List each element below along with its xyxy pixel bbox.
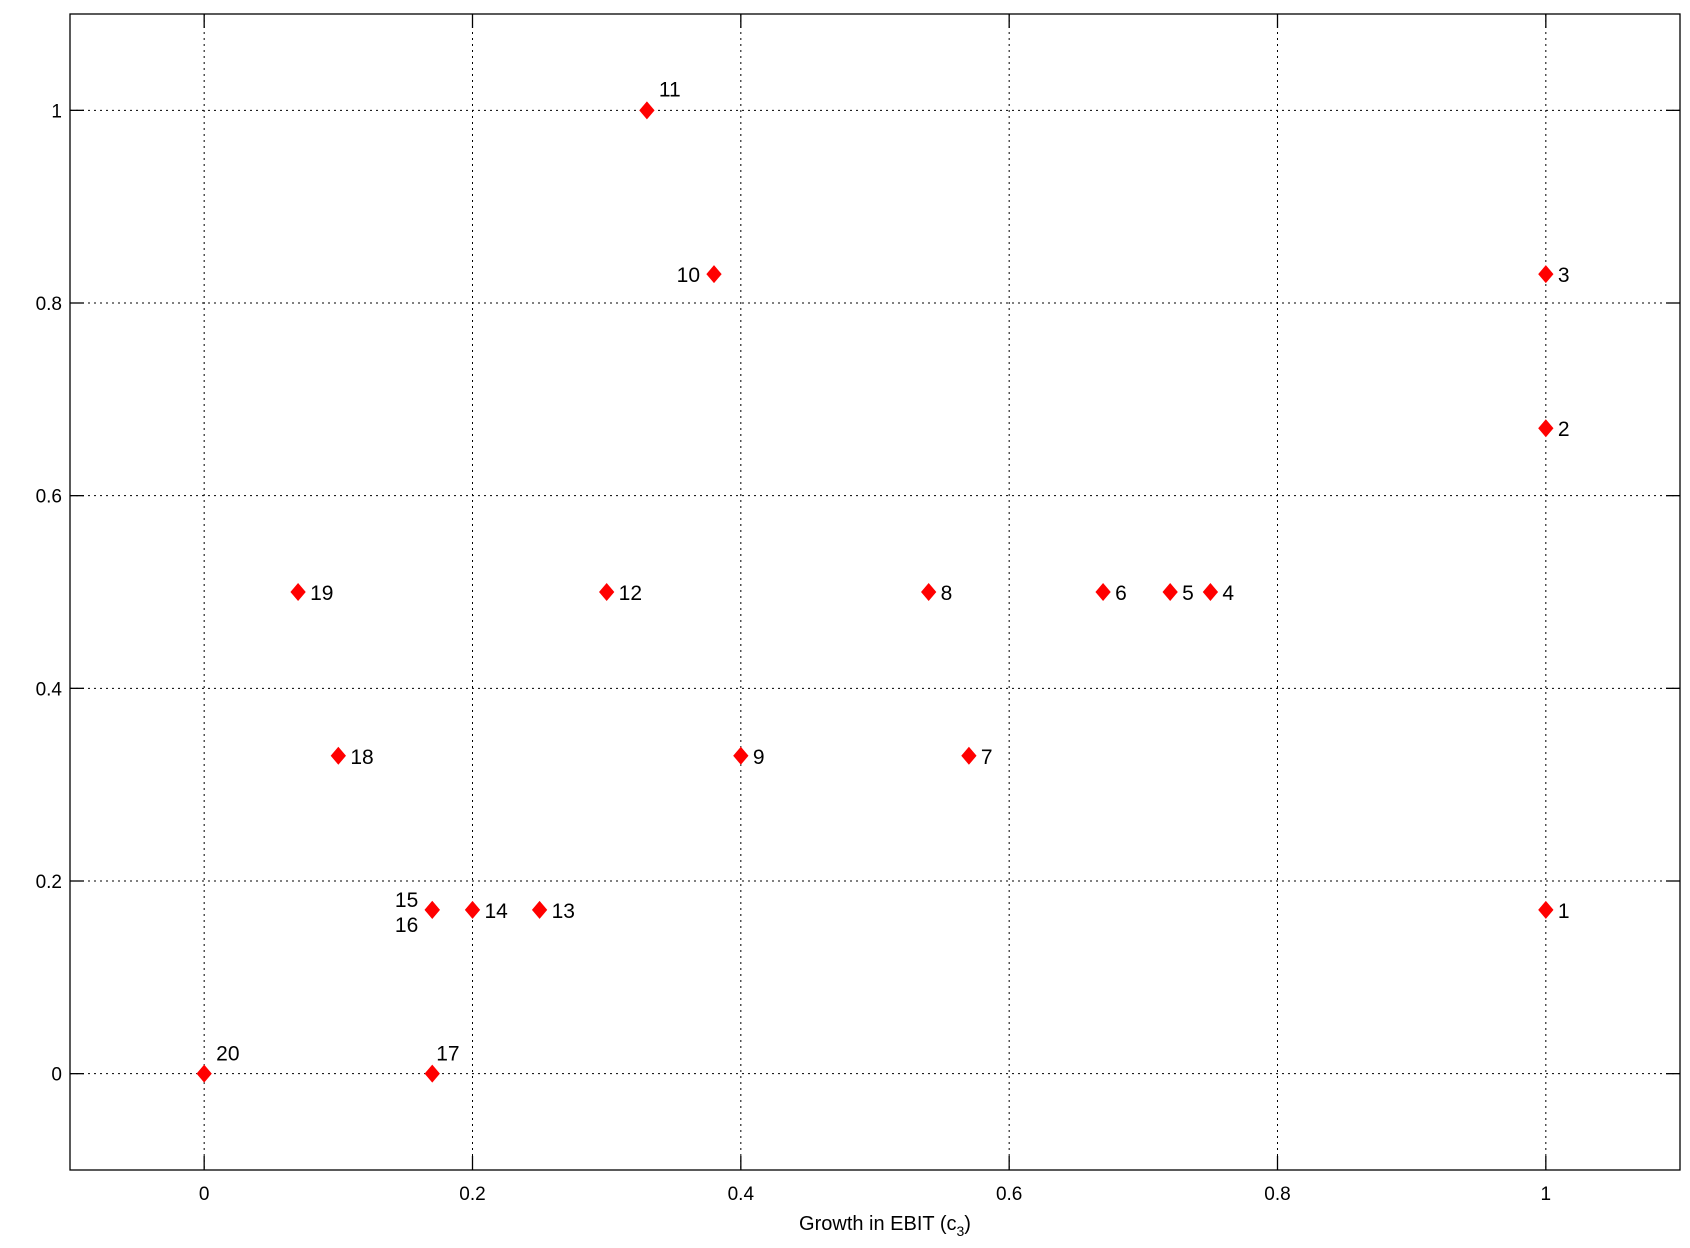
y-tick-label: 1 [51, 101, 62, 122]
data-point-label: 1 [1558, 900, 1570, 923]
data-point-marker [1095, 583, 1111, 601]
data-point-label: 9 [753, 746, 765, 769]
data-point-marker [961, 746, 977, 765]
data-point-label: 14 [485, 900, 509, 923]
data-point-label: 12 [619, 582, 642, 605]
data-point-label: 10 [677, 264, 700, 287]
data-point-marker [290, 583, 306, 601]
y-tick-label: 0.6 [36, 487, 62, 508]
data-point-marker [599, 583, 615, 601]
data-point-label: 3 [1558, 264, 1570, 287]
data-point-label: 8 [941, 582, 953, 605]
data-point-label: 5 [1182, 582, 1194, 605]
data-point-label: 15 [395, 889, 418, 912]
x-tick-label: 0.4 [728, 1184, 755, 1205]
data-point-label: 19 [310, 582, 333, 605]
data-point-marker [424, 900, 440, 919]
y-tick-label: 0.2 [36, 872, 62, 893]
y-tick-label: 0 [51, 1065, 62, 1086]
data-point-label: 7 [981, 746, 993, 769]
data-point-label: 18 [350, 746, 373, 769]
data-point-marker [733, 746, 749, 765]
data-point-marker [706, 265, 722, 284]
x-axis-title-subscript: 3 [956, 1223, 964, 1239]
data-point-label: 20 [216, 1043, 239, 1066]
data-point-marker [1538, 265, 1554, 284]
data-point-label: 13 [552, 900, 575, 923]
data-point-marker [1162, 583, 1178, 601]
x-axis-title-close: ) [964, 1213, 971, 1235]
ticks-layer: 0 0.2 0.4 0.6 0.8 100.20.40.60.81 [36, 14, 1680, 1205]
data-point-marker [1538, 419, 1554, 438]
y-tick-label: 0.4 [36, 679, 63, 700]
data-point-label: 11 [659, 78, 681, 101]
grid-layer [70, 14, 1680, 1170]
data-point-marker [464, 900, 481, 919]
data-point-marker [531, 900, 548, 919]
x-tick-label: 0.2 [459, 1184, 485, 1205]
x-tick-label: 0 [199, 1184, 210, 1205]
x-axis-title: Growth in EBIT (c3) [799, 1213, 971, 1239]
plot-frame [69, 13, 1681, 1171]
data-point-marker [1538, 900, 1554, 919]
data-point-marker [921, 583, 937, 601]
data-point-label: 16 [395, 914, 418, 937]
x-tick-label: 0.6 [996, 1184, 1022, 1205]
data-point-marker [1202, 583, 1219, 601]
data-point-marker [424, 1064, 440, 1083]
data-point-label: 2 [1558, 418, 1570, 441]
data-point-label: 6 [1115, 582, 1127, 605]
x-tick-label: 0.8 [1264, 1184, 1290, 1205]
data-point-marker [639, 101, 655, 120]
data-point-label: 4 [1222, 582, 1234, 605]
y-tick-label: 0.8 [36, 294, 62, 315]
x-tick-label: 1 [1541, 1184, 1552, 1205]
data-point-marker [196, 1064, 212, 1083]
data-point-label: 17 [436, 1043, 459, 1066]
data-point-marker [330, 746, 346, 765]
